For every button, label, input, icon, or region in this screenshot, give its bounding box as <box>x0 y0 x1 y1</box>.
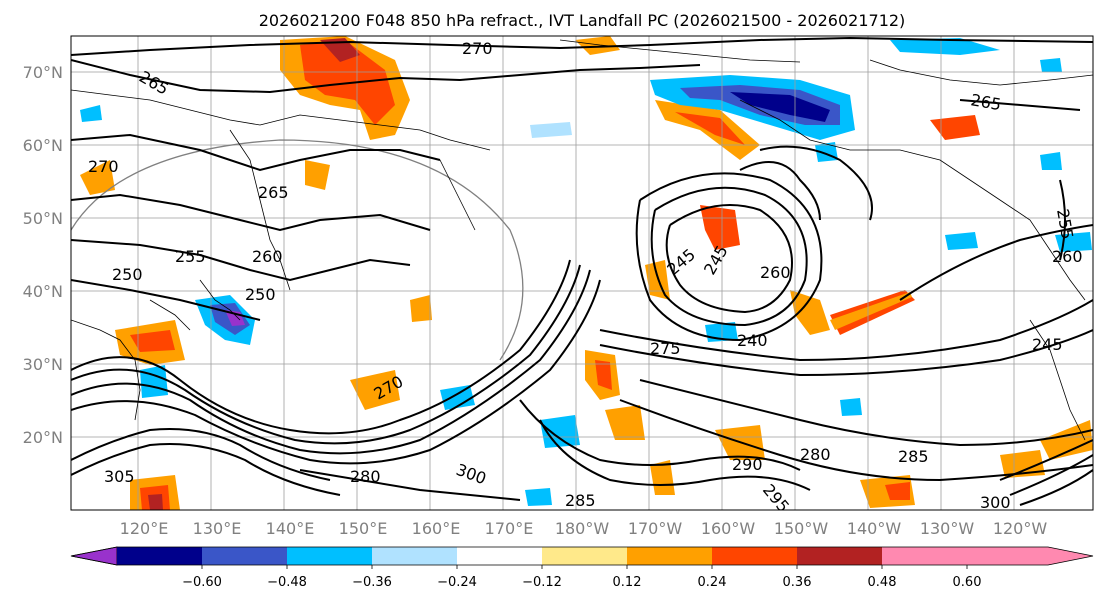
map-title: 2026021200 F048 850 hPa refract., IVT La… <box>259 11 906 30</box>
colorbar-tick-label: 0.12 <box>613 575 642 590</box>
lon-label: 150°E <box>339 519 388 538</box>
lon-label: 170°W <box>628 519 683 538</box>
lon-label: 160°E <box>412 519 461 538</box>
colorbar-tick-label: 0.24 <box>698 575 727 590</box>
contour-label: 305 <box>104 467 135 486</box>
colorbar-bin <box>627 547 712 565</box>
colorbar-bin <box>372 547 457 565</box>
colorbar-tick-label: −0.48 <box>267 575 307 590</box>
colorbar-tick-label: 0.60 <box>953 575 982 590</box>
lon-label: 160°W <box>701 519 756 538</box>
colorbar-bin-top <box>967 547 1093 565</box>
contour-label: 290 <box>732 455 763 474</box>
colorbar-extend-low <box>70 546 118 566</box>
colorbar: −0.60 −0.48 −0.36 −0.24 −0.12 0.12 0.24 … <box>70 546 1094 590</box>
lon-label: 170°E <box>485 519 534 538</box>
colorbar-tick-label: −0.12 <box>522 575 562 590</box>
contour-label: 270 <box>88 157 119 176</box>
contour-label: 280 <box>350 467 381 486</box>
colorbar-outline <box>70 546 1094 566</box>
contour-label: 260 <box>760 263 791 282</box>
colorbar-bin <box>712 547 797 565</box>
refractivity-contours <box>71 36 1093 506</box>
lat-label: 70°N <box>23 63 63 82</box>
colorbar-bin <box>797 547 882 565</box>
contour-label: 285 <box>898 447 929 466</box>
lat-label: 40°N <box>23 282 63 301</box>
coastlines <box>71 39 1093 441</box>
anomaly-shading <box>80 36 1093 510</box>
contour-label: 285 <box>565 491 596 510</box>
colorbar-tick-label: −0.36 <box>352 575 392 590</box>
lon-label: 120°E <box>120 519 169 538</box>
lon-label: 130°W <box>920 519 975 538</box>
contour-label: 245 <box>1032 335 1063 354</box>
contour-label: 250 <box>112 265 143 284</box>
colorbar-bin <box>287 547 372 565</box>
lon-label: 140°E <box>266 519 315 538</box>
colorbar-bin <box>457 547 542 565</box>
contour-label: 275 <box>650 339 681 358</box>
lat-label: 60°N <box>23 136 63 155</box>
contour-label: 255 <box>175 247 206 266</box>
contour-label: 280 <box>800 445 831 464</box>
lon-label: 130°E <box>193 519 242 538</box>
contour-label: 270 <box>462 39 493 58</box>
lon-label: 120°W <box>993 519 1048 538</box>
colorbar-bin <box>882 547 967 565</box>
colorbar-ticks <box>201 565 968 569</box>
contour-label: 250 <box>245 285 276 304</box>
lon-label: 180°W <box>555 519 610 538</box>
lat-label: 30°N <box>23 355 63 374</box>
map-frame <box>70 35 1094 511</box>
colorbar-tick-label: 0.36 <box>783 575 812 590</box>
colorbar-bin <box>117 547 202 565</box>
colorbar-tick-label: 0.48 <box>868 575 897 590</box>
lon-label: 150°W <box>774 519 829 538</box>
lat-label: 20°N <box>23 428 63 447</box>
longitude-labels: 120°E 130°E 140°E 150°E 160°E 170°E 180°… <box>120 519 1048 538</box>
contour-labels: 270 265 270 265 260 255 250 245 245 260 … <box>88 39 1083 512</box>
colorbar-bin <box>202 547 287 565</box>
colorbar-bin <box>542 547 627 565</box>
lon-label: 140°W <box>847 519 902 538</box>
map-area: 270 265 270 265 260 255 250 245 245 260 … <box>71 36 1093 512</box>
latitude-labels: 70°N 60°N 50°N 40°N 30°N 20°N <box>23 63 63 447</box>
lat-label: 50°N <box>23 209 63 228</box>
contour-label: 265 <box>258 183 289 202</box>
contour-label: 260 <box>1052 247 1083 266</box>
colorbar-tick-label: −0.60 <box>182 575 222 590</box>
contour-label: 300 <box>980 493 1011 512</box>
contour-label: 260 <box>252 247 283 266</box>
contour-label: 240 <box>737 331 768 350</box>
landfall-region-outline <box>71 139 524 361</box>
colorbar-tick-label: −0.24 <box>437 575 477 590</box>
